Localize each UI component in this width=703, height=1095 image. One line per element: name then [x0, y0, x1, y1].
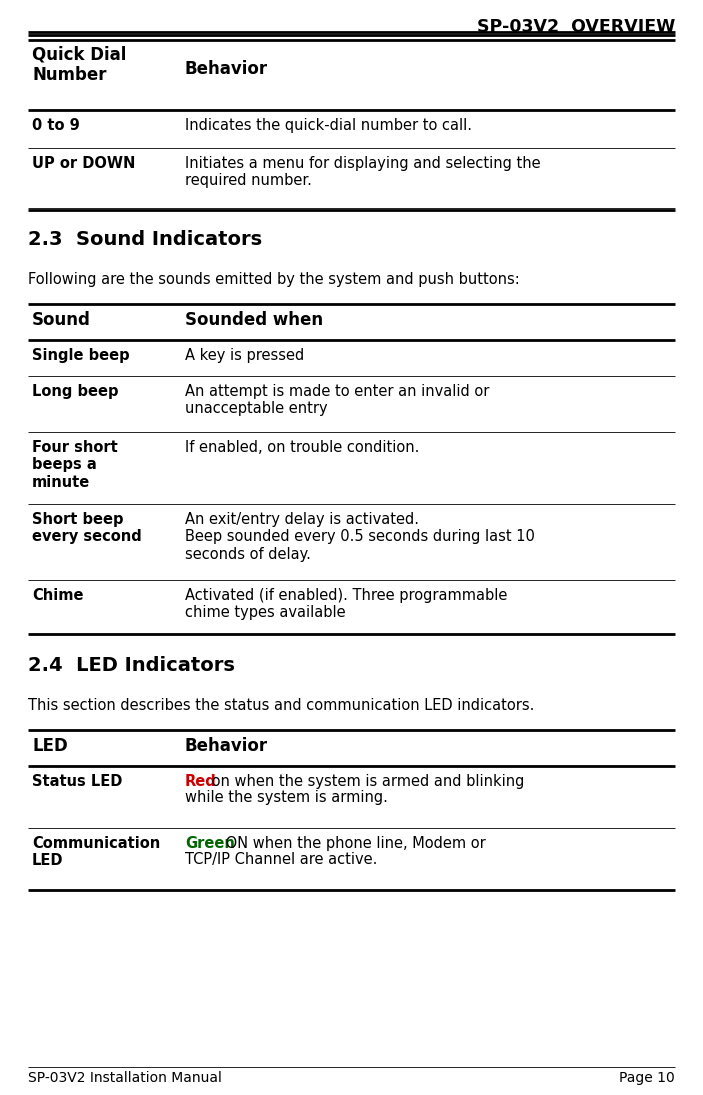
Text: An exit/entry delay is activated.
Beep sounded every 0.5 seconds during last 10
: An exit/entry delay is activated. Beep s…: [185, 512, 535, 562]
Text: Short beep
every second: Short beep every second: [32, 512, 142, 544]
Text: while the system is arming.: while the system is arming.: [185, 789, 388, 805]
Text: SP-03V2 Installation Manual: SP-03V2 Installation Manual: [28, 1071, 222, 1085]
Text: UP or DOWN: UP or DOWN: [32, 155, 136, 171]
Text: A key is pressed: A key is pressed: [185, 348, 304, 364]
Text: Quick Dial
Number: Quick Dial Number: [32, 45, 127, 84]
Text: An attempt is made to enter an invalid or
unacceptable entry: An attempt is made to enter an invalid o…: [185, 384, 489, 416]
Text: Green: Green: [185, 835, 235, 851]
Text: This section describes the status and communication LED indicators.: This section describes the status and co…: [28, 698, 534, 713]
Text: Behavior: Behavior: [185, 737, 268, 754]
Text: SP-03V2  OVERVIEW: SP-03V2 OVERVIEW: [477, 18, 675, 36]
Text: Chime: Chime: [32, 588, 84, 603]
Text: 2.3  Sound Indicators: 2.3 Sound Indicators: [28, 230, 262, 249]
Text: If enabled, on trouble condition.: If enabled, on trouble condition.: [185, 440, 420, 456]
Text: Status LED: Status LED: [32, 774, 122, 789]
Text: Four short
beeps a
minute: Four short beeps a minute: [32, 440, 117, 489]
Text: Long beep: Long beep: [32, 384, 119, 399]
Text: Following are the sounds emitted by the system and push buttons:: Following are the sounds emitted by the …: [28, 272, 520, 287]
Text: Single beep: Single beep: [32, 348, 129, 364]
Text: Sounded when: Sounded when: [185, 311, 323, 328]
Text: Indicates the quick-dial number to call.: Indicates the quick-dial number to call.: [185, 118, 472, 132]
Text: Red: Red: [185, 774, 217, 789]
Text: Initiates a menu for displaying and selecting the
required number.: Initiates a menu for displaying and sele…: [185, 155, 541, 188]
Text: 2.4  LED Indicators: 2.4 LED Indicators: [28, 656, 235, 675]
Text: LED: LED: [32, 737, 67, 754]
Text: Activated (if enabled). Three programmable
chime types available: Activated (if enabled). Three programmab…: [185, 588, 508, 621]
Text: Page 10: Page 10: [619, 1071, 675, 1085]
Text: Sound: Sound: [32, 311, 91, 328]
Text: ON when the phone line, Modem or: ON when the phone line, Modem or: [221, 835, 486, 851]
Text: TCP/IP Channel are active.: TCP/IP Channel are active.: [185, 852, 378, 867]
Text: Communication
LED: Communication LED: [32, 835, 160, 868]
Text: Behavior: Behavior: [185, 60, 268, 78]
Text: on when the system is armed and blinking: on when the system is armed and blinking: [207, 774, 524, 789]
Text: 0 to 9: 0 to 9: [32, 118, 79, 132]
